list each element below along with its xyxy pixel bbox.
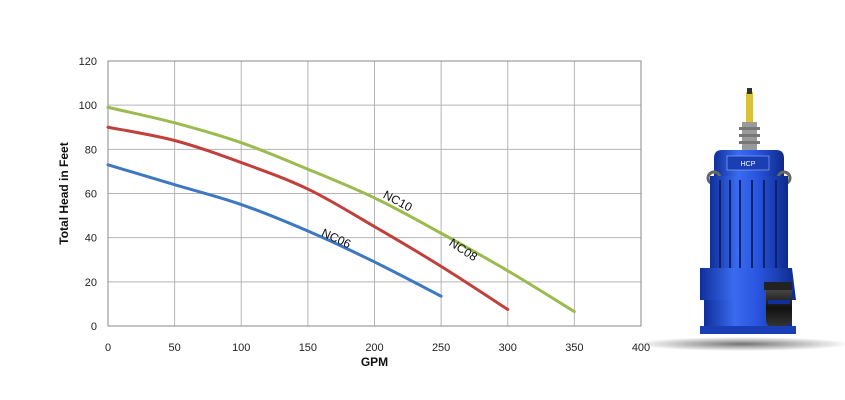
y-tick-label: 120 xyxy=(79,56,97,68)
series-lines xyxy=(106,105,576,314)
x-tick-label: 100 xyxy=(232,342,250,354)
plot-border xyxy=(107,60,642,327)
y-tick-label: 40 xyxy=(85,233,97,245)
brand-logo: HCP xyxy=(741,161,756,168)
x-tick-label: 50 xyxy=(169,342,181,354)
series-line-nc06 xyxy=(106,163,443,298)
y-tick-label: 80 xyxy=(85,144,97,156)
x-tick-label: 350 xyxy=(565,342,583,354)
x-tick-label: 150 xyxy=(299,342,317,354)
y-tick-label: 20 xyxy=(85,277,97,289)
pump-shadow xyxy=(634,337,845,351)
y-tick-label: 100 xyxy=(79,100,97,112)
y-tick-label: 0 xyxy=(91,321,97,333)
y-tick-label: 60 xyxy=(85,189,97,201)
x-axis-title: GPM xyxy=(361,355,388,369)
x-tick-label: 250 xyxy=(432,342,450,354)
series-line-nc10 xyxy=(106,105,576,314)
x-axis-ticks: 0 50 100 150 200 250 300 350 400 xyxy=(105,342,650,354)
y-axis-title: Total Head in Feet xyxy=(57,142,71,244)
pump-performance-chart: 0 50 100 150 200 250 300 350 400 020406080100120… xyxy=(57,56,650,369)
y-axis-ticks: 0 20 40 60 80 100 120 xyxy=(79,56,97,333)
pump-cable xyxy=(746,92,753,122)
grid-lines xyxy=(107,60,642,327)
x-tick-label: 200 xyxy=(365,342,383,354)
brand-plate xyxy=(726,155,770,171)
series-line-nc08 xyxy=(106,125,510,311)
submersible-pump-image: HCP xyxy=(634,88,845,351)
discharge-elbow xyxy=(766,290,792,326)
cooling-fins xyxy=(719,180,777,272)
x-tick-label: 300 xyxy=(499,342,517,354)
x-tick-label: 0 xyxy=(105,342,111,354)
